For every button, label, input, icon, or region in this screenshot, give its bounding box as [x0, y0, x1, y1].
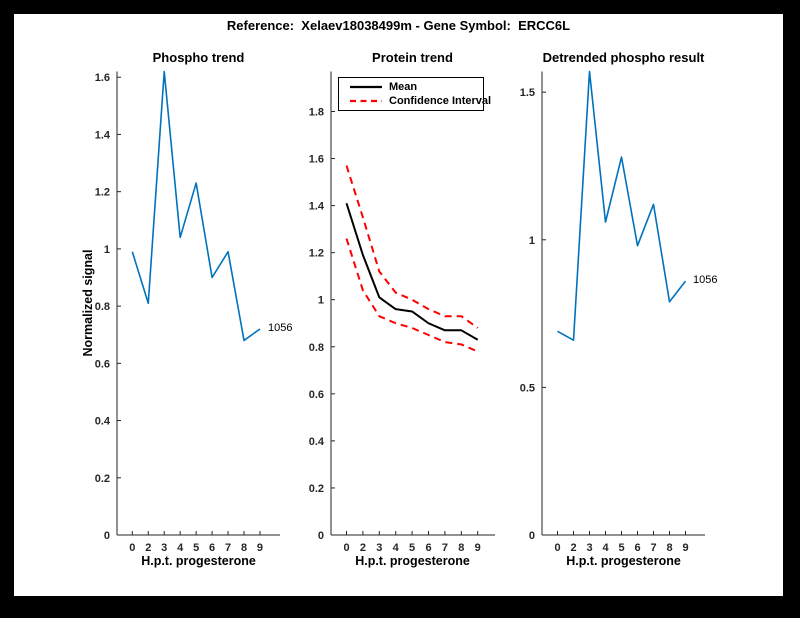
series-phospho-signal [131, 70, 261, 342]
y-tick-label: 0.5 [520, 382, 535, 394]
y-tick-label: 1.4 [95, 129, 111, 141]
annotation-1056-phospho: 1056 [268, 322, 293, 334]
x-tick-label: 7 [442, 542, 448, 554]
figure-title: Reference: Xelaev18038499m - Gene Symbol… [226, 18, 571, 33]
x-tick-label: 4 [602, 542, 609, 554]
series-mean [345, 202, 479, 341]
mean-line-sample-icon [350, 85, 382, 89]
x-tick-label: 6 [634, 542, 640, 554]
y-axis-label: Normalized signal [81, 249, 95, 357]
x-tick-label: 0 [129, 542, 135, 554]
plots-canvas: 00.20.40.60.811.21.41.60 2 3 4 5 6 7 8 900.20.40… [95, 70, 705, 554]
x-tick-label: 9 [682, 542, 688, 554]
x-tick-label: 9 [257, 542, 263, 554]
y-tick-label: 1 [529, 235, 535, 247]
y-tick-label: 0.8 [95, 301, 110, 313]
y-tick-label: 1.6 [95, 72, 110, 84]
x-tick-label: 6 [209, 542, 215, 554]
x-tick-label: 5 [193, 542, 199, 554]
y-tick-label: 0 [318, 530, 324, 542]
x-tick-label: 4 [177, 542, 184, 554]
x-tick-label: 3 [376, 542, 382, 554]
subplot-title-phospho-trend: Phospho trend [152, 50, 245, 65]
confidence-interval-line-sample-icon [350, 99, 382, 103]
legend-label-mean: Mean [389, 81, 418, 93]
y-tick-label: 0.2 [95, 473, 110, 485]
x-tick-label: 3 [161, 542, 167, 554]
y-tick-label: 0 [104, 530, 110, 542]
x-tick-label: 7 [225, 542, 231, 554]
subplot-detrended-phospho-result: 00.511.50 2 3 4 5 6 7 8 9 [520, 70, 705, 554]
annotation-1056-detrended: 1056 [693, 274, 718, 286]
x-tick-label: 9 [475, 542, 481, 554]
y-tick-label: 0.4 [95, 416, 111, 428]
y-tick-label: 1.5 [520, 87, 535, 99]
x-tick-label: 0 [343, 542, 349, 554]
y-tick-label: 1.2 [309, 248, 324, 260]
y-tick-label: 1 [104, 244, 110, 256]
x-axis-label-2: H.p.t. progesterone [355, 554, 470, 568]
subplot-title-protein-trend: Protein trend [372, 50, 453, 65]
x-tick-label: 2 [145, 542, 151, 554]
x-tick-label: 4 [393, 542, 400, 554]
subplot-title-detrended-phospho-result: Detrended phospho result [542, 50, 705, 65]
x-tick-label: 3 [586, 542, 592, 554]
y-tick-label: 0.6 [95, 358, 110, 370]
subplot-protein-trend: 00.20.40.60.811.21.41.61.80 2 3 4 5 6 7 8 9 [309, 71, 495, 554]
series-detrended-phospho-signal [557, 70, 687, 341]
y-tick-label: 0.6 [309, 389, 324, 401]
x-tick-label: 5 [409, 542, 415, 554]
y-tick-label: 0.4 [309, 436, 325, 448]
x-axis-label-1: H.p.t. progesterone [141, 554, 256, 568]
y-tick-label: 1 [318, 295, 324, 307]
x-tick-label: 8 [458, 542, 464, 554]
x-tick-label: 2 [360, 542, 366, 554]
legend-entry-mean: Mean [350, 80, 483, 94]
y-tick-label: 1.8 [309, 106, 324, 118]
legend-entry-confidence-interval: Confidence Interval [350, 94, 491, 108]
x-tick-label: 7 [650, 542, 656, 554]
legend-label-confidence-interval: Confidence Interval [389, 95, 492, 107]
matlab-figure-canvas: Reference: Xelaev18038499m - Gene Symbol… [14, 14, 783, 596]
x-tick-label: 8 [666, 542, 672, 554]
x-tick-label: 0 [554, 542, 560, 554]
series-confidence-interval-lower [345, 238, 479, 353]
x-tick-label: 5 [618, 542, 624, 554]
legend-box: Mean Confidence Interval [338, 77, 491, 111]
x-tick-label: 2 [570, 542, 576, 554]
y-tick-label: 0.2 [309, 483, 324, 495]
x-tick-label: 6 [425, 542, 431, 554]
y-tick-label: 0 [529, 530, 535, 542]
x-axis-label-3: H.p.t. progesterone [566, 554, 681, 568]
y-tick-label: 1.4 [309, 201, 325, 213]
x-tick-label: 8 [241, 542, 247, 554]
y-tick-label: 1.6 [309, 154, 324, 166]
subplot-phospho-trend: 00.20.40.60.811.21.41.60 2 3 4 5 6 7 8 9 [95, 70, 280, 554]
y-tick-label: 1.2 [95, 187, 110, 199]
series-confidence-interval-upper [345, 165, 479, 329]
y-tick-label: 0.8 [309, 342, 324, 354]
